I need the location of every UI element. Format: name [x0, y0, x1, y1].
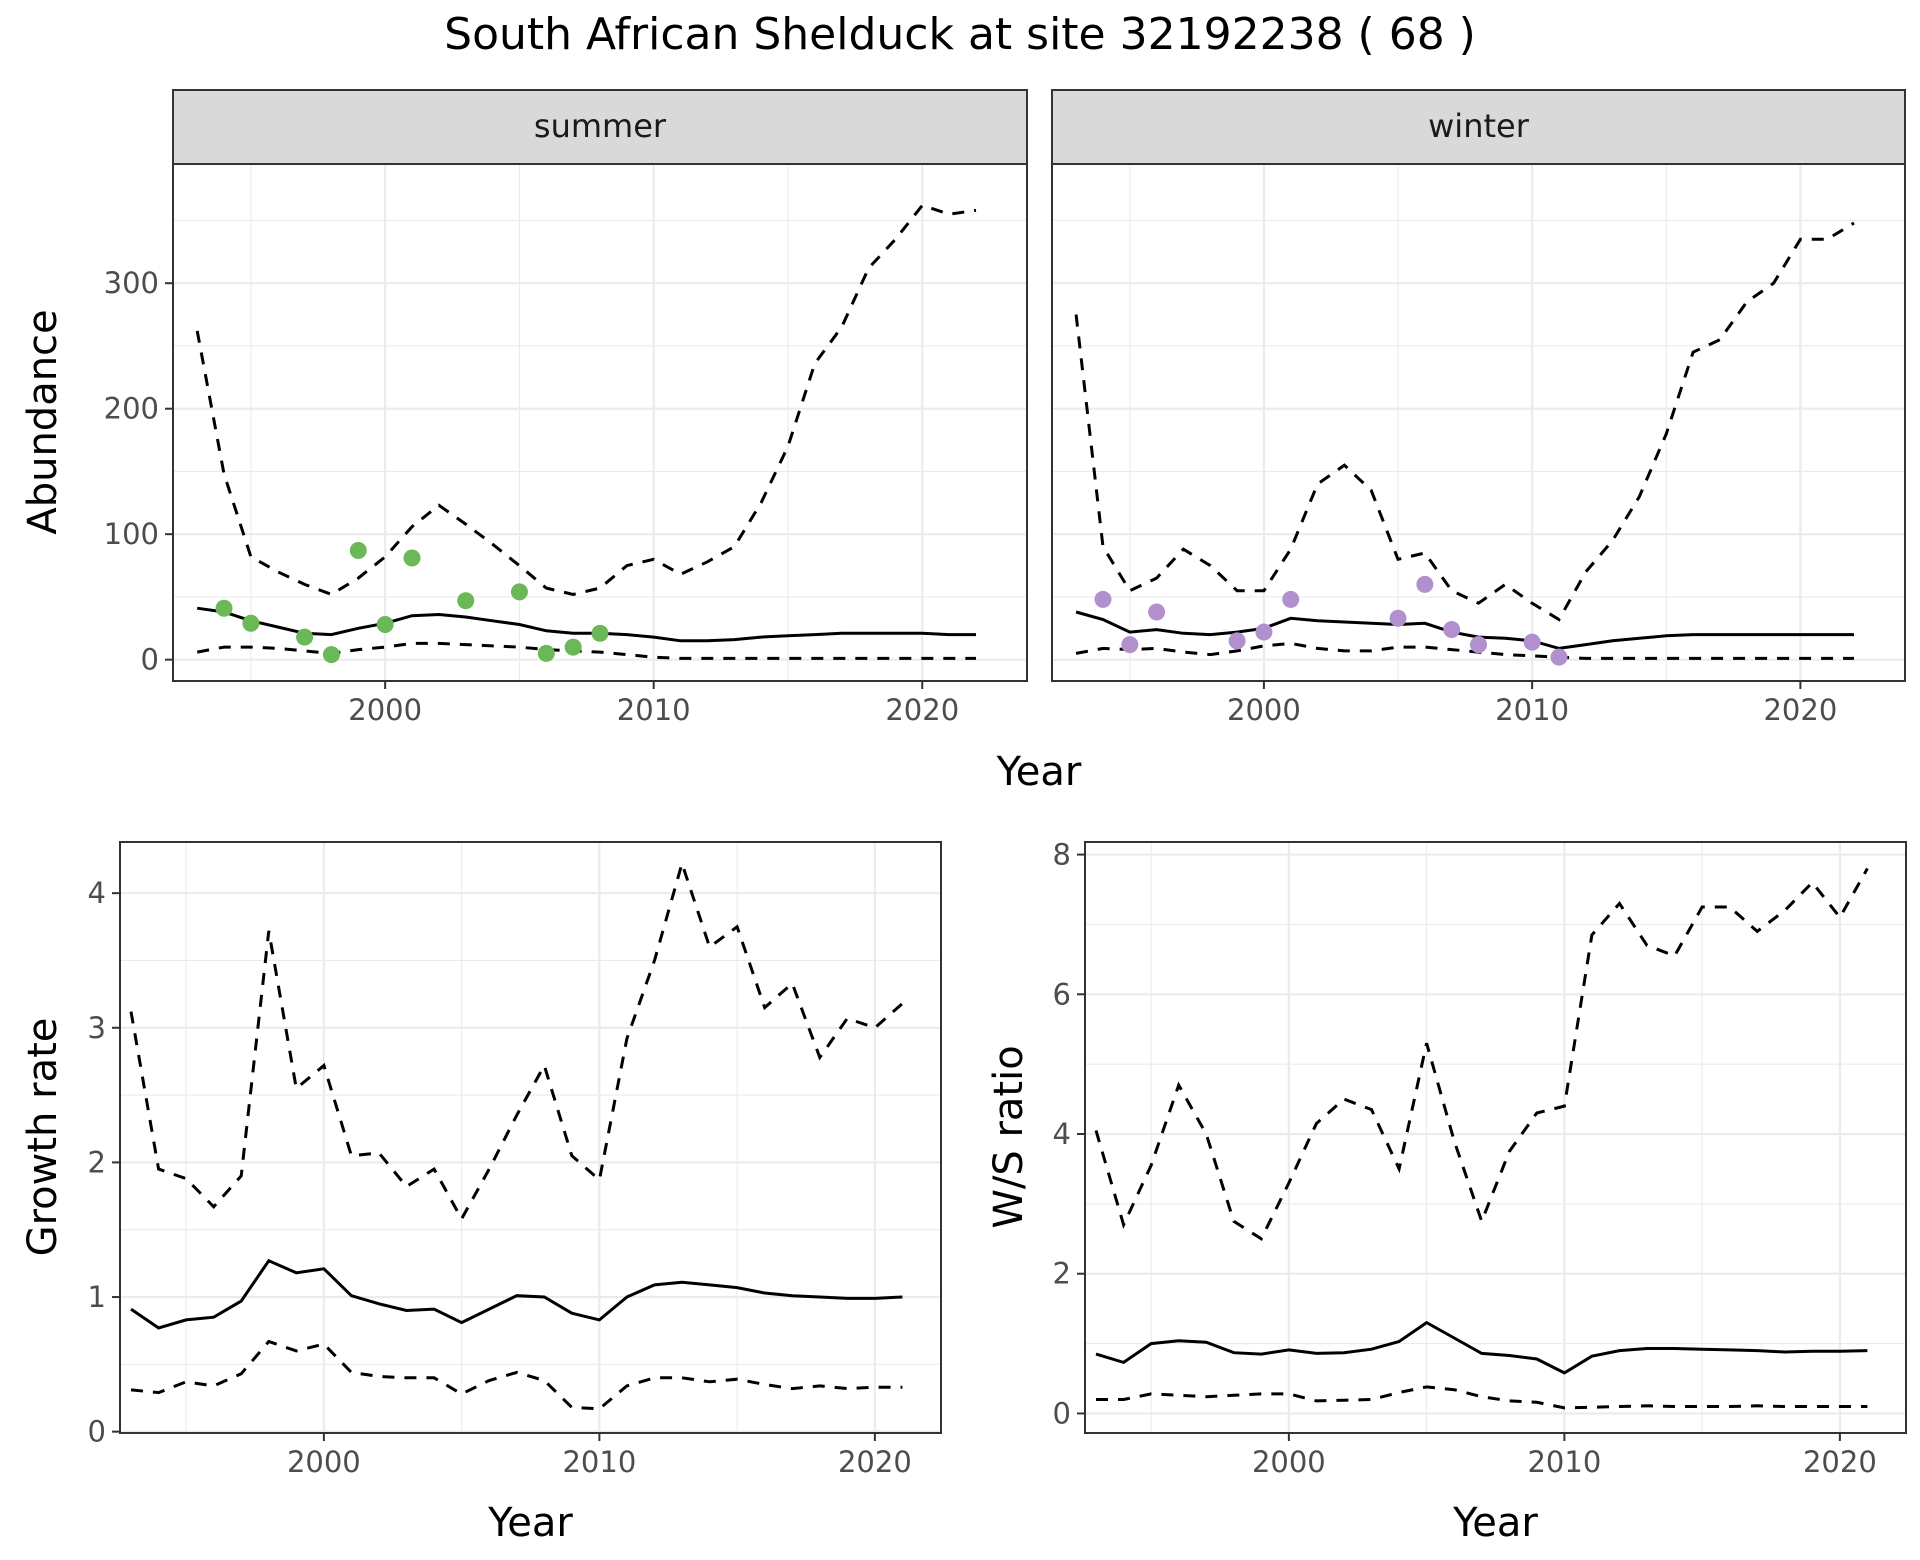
y-tick-label: 0 [1053, 1396, 1071, 1430]
panel-background [173, 164, 1027, 681]
count-point [1389, 609, 1407, 627]
count-point [1228, 632, 1246, 650]
count-point [457, 592, 475, 610]
figure-title: South African Shelduck at site 32192238 … [444, 9, 1476, 60]
y-tick-label: 0 [141, 643, 159, 677]
facet-strip [1051, 89, 1906, 165]
count-point [349, 541, 367, 559]
y-tick-label: 2 [1053, 1257, 1071, 1291]
upper-ci-line [1094, 867, 1869, 1241]
y-tick-label: 8 [1053, 838, 1071, 872]
x-tick-label: 2010 [1527, 1445, 1601, 1479]
y-tick-label: 0 [88, 1415, 106, 1449]
x-tick-label: 2000 [1252, 1445, 1326, 1479]
count-point [215, 599, 233, 617]
count-point [322, 646, 340, 664]
abundance-panel-summer: 2000 2010 2020 0 100 200 300 summer [104, 89, 1028, 727]
panel-background [120, 842, 941, 1433]
panel-border [1084, 841, 1907, 1434]
count-point [1470, 636, 1487, 654]
x-tick-label: 2010 [617, 693, 691, 727]
count-point [1148, 603, 1166, 621]
x-tick-label: 2020 [885, 693, 959, 727]
ws-y-axis-title: W/S ratio [986, 1045, 1032, 1228]
lower-ci-line [1096, 1385, 1868, 1410]
ws-x-axis-title: Year [1452, 1500, 1538, 1546]
y-tick-label: 4 [1053, 1117, 1071, 1151]
count-point [1550, 648, 1568, 666]
mean-line [196, 606, 976, 643]
count-point [510, 583, 528, 601]
abundance-panel-winter: 2000 2010 2020 winter [1051, 89, 1906, 727]
panel-background [1052, 164, 1905, 681]
mean-line [1075, 610, 1854, 650]
count-point [1282, 590, 1300, 608]
count-point [1416, 575, 1434, 593]
y-tick-label: 3 [88, 1011, 106, 1045]
abundance-x-axis-title: Year [996, 749, 1082, 795]
count-point [1523, 633, 1541, 651]
upper-ci-line [195, 203, 977, 597]
count-point [1255, 623, 1273, 641]
count-point [242, 614, 260, 632]
x-tick-label: 2020 [1803, 1445, 1877, 1479]
count-point [564, 638, 582, 656]
x-tick-label: 2000 [287, 1445, 361, 1479]
growth-x-axis-title: Year [487, 1500, 573, 1546]
mean-line [130, 1258, 903, 1330]
y-tick-label: 1 [88, 1280, 106, 1314]
y-tick-label: 200 [104, 392, 159, 426]
y-tick-label: 300 [104, 266, 159, 300]
x-tick-label: 2020 [838, 1445, 912, 1479]
count-point [376, 616, 394, 634]
count-point [403, 549, 421, 567]
count-point [1094, 590, 1112, 608]
x-tick-label: 2000 [1227, 693, 1301, 727]
y-tick-label: 6 [1053, 977, 1071, 1011]
growth-y-axis-title: Growth rate [20, 1018, 66, 1257]
y-tick-label: 100 [104, 517, 159, 551]
facet-strip-label: winter [1428, 107, 1530, 145]
count-point [537, 644, 555, 662]
count-point [1443, 621, 1461, 639]
x-tick-label: 2020 [1763, 693, 1837, 727]
upper-ci-line [129, 858, 904, 1222]
panel-border [119, 841, 942, 1434]
lower-ci-line [130, 1339, 903, 1411]
upper-ci-line [1074, 221, 1855, 622]
facet-strip [172, 89, 1028, 165]
x-tick-label: 2000 [348, 693, 422, 727]
ws-ratio-panel: 2000 2010 2020 0 2 4 6 8 [1053, 838, 1907, 1479]
facet-strip-label: summer [534, 107, 667, 145]
count-point [296, 628, 314, 646]
abundance-y-axis-title: Abundance [20, 309, 66, 534]
growth-rate-panel: 2000 2010 2020 0 1 2 3 4 [88, 841, 942, 1479]
x-tick-label: 2010 [562, 1445, 636, 1479]
x-tick-label: 2010 [1495, 693, 1569, 727]
count-point [1121, 636, 1139, 654]
y-tick-label: 4 [88, 876, 106, 910]
y-tick-label: 2 [88, 1145, 106, 1179]
mean-line [1095, 1320, 1868, 1375]
panel-background [1085, 842, 1906, 1433]
count-point [591, 624, 609, 642]
